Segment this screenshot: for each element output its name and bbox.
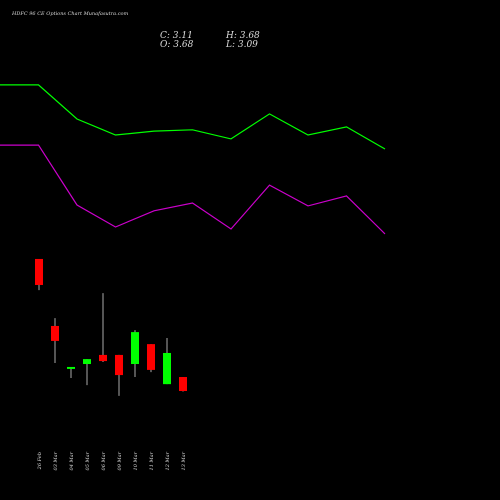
open-label: O: 3.68: [160, 40, 194, 50]
candle-body: [83, 359, 91, 365]
x-tick-label: 05 Mar: [85, 451, 91, 470]
x-tick-label: 12 Mar: [165, 451, 171, 470]
close-label: C: 3.11: [160, 31, 193, 41]
x-tick-label: 06 Mar: [101, 451, 107, 470]
x-tick-label: 04 Mar: [69, 451, 75, 470]
indicator-line: [0, 84, 386, 150]
x-tick-label: 03 Mar: [53, 451, 59, 470]
candle-body: [115, 354, 123, 376]
candle-body: [51, 325, 59, 341]
x-tick-label: 09 Mar: [117, 451, 123, 470]
x-tick-label: 10 Mar: [133, 451, 139, 470]
candle-body: [147, 344, 155, 370]
candle-body: [179, 377, 187, 392]
low-label: L: 3.09: [225, 40, 258, 50]
x-tick-label: 26 Feb: [37, 452, 43, 470]
x-tick-label: 11 Mar: [149, 451, 155, 470]
candle-body: [35, 258, 43, 285]
chart-title: HDFC 96 CE Options Chart Munafasutra.com: [11, 11, 129, 17]
candle-body: [163, 352, 171, 385]
candle-body: [99, 354, 107, 362]
candle-body: [67, 366, 75, 369]
x-tick-label: 13 Mar: [181, 451, 187, 470]
high-label: H: 3.68: [225, 31, 260, 41]
indicator-line: [0, 144, 386, 235]
candle-body: [131, 332, 139, 365]
